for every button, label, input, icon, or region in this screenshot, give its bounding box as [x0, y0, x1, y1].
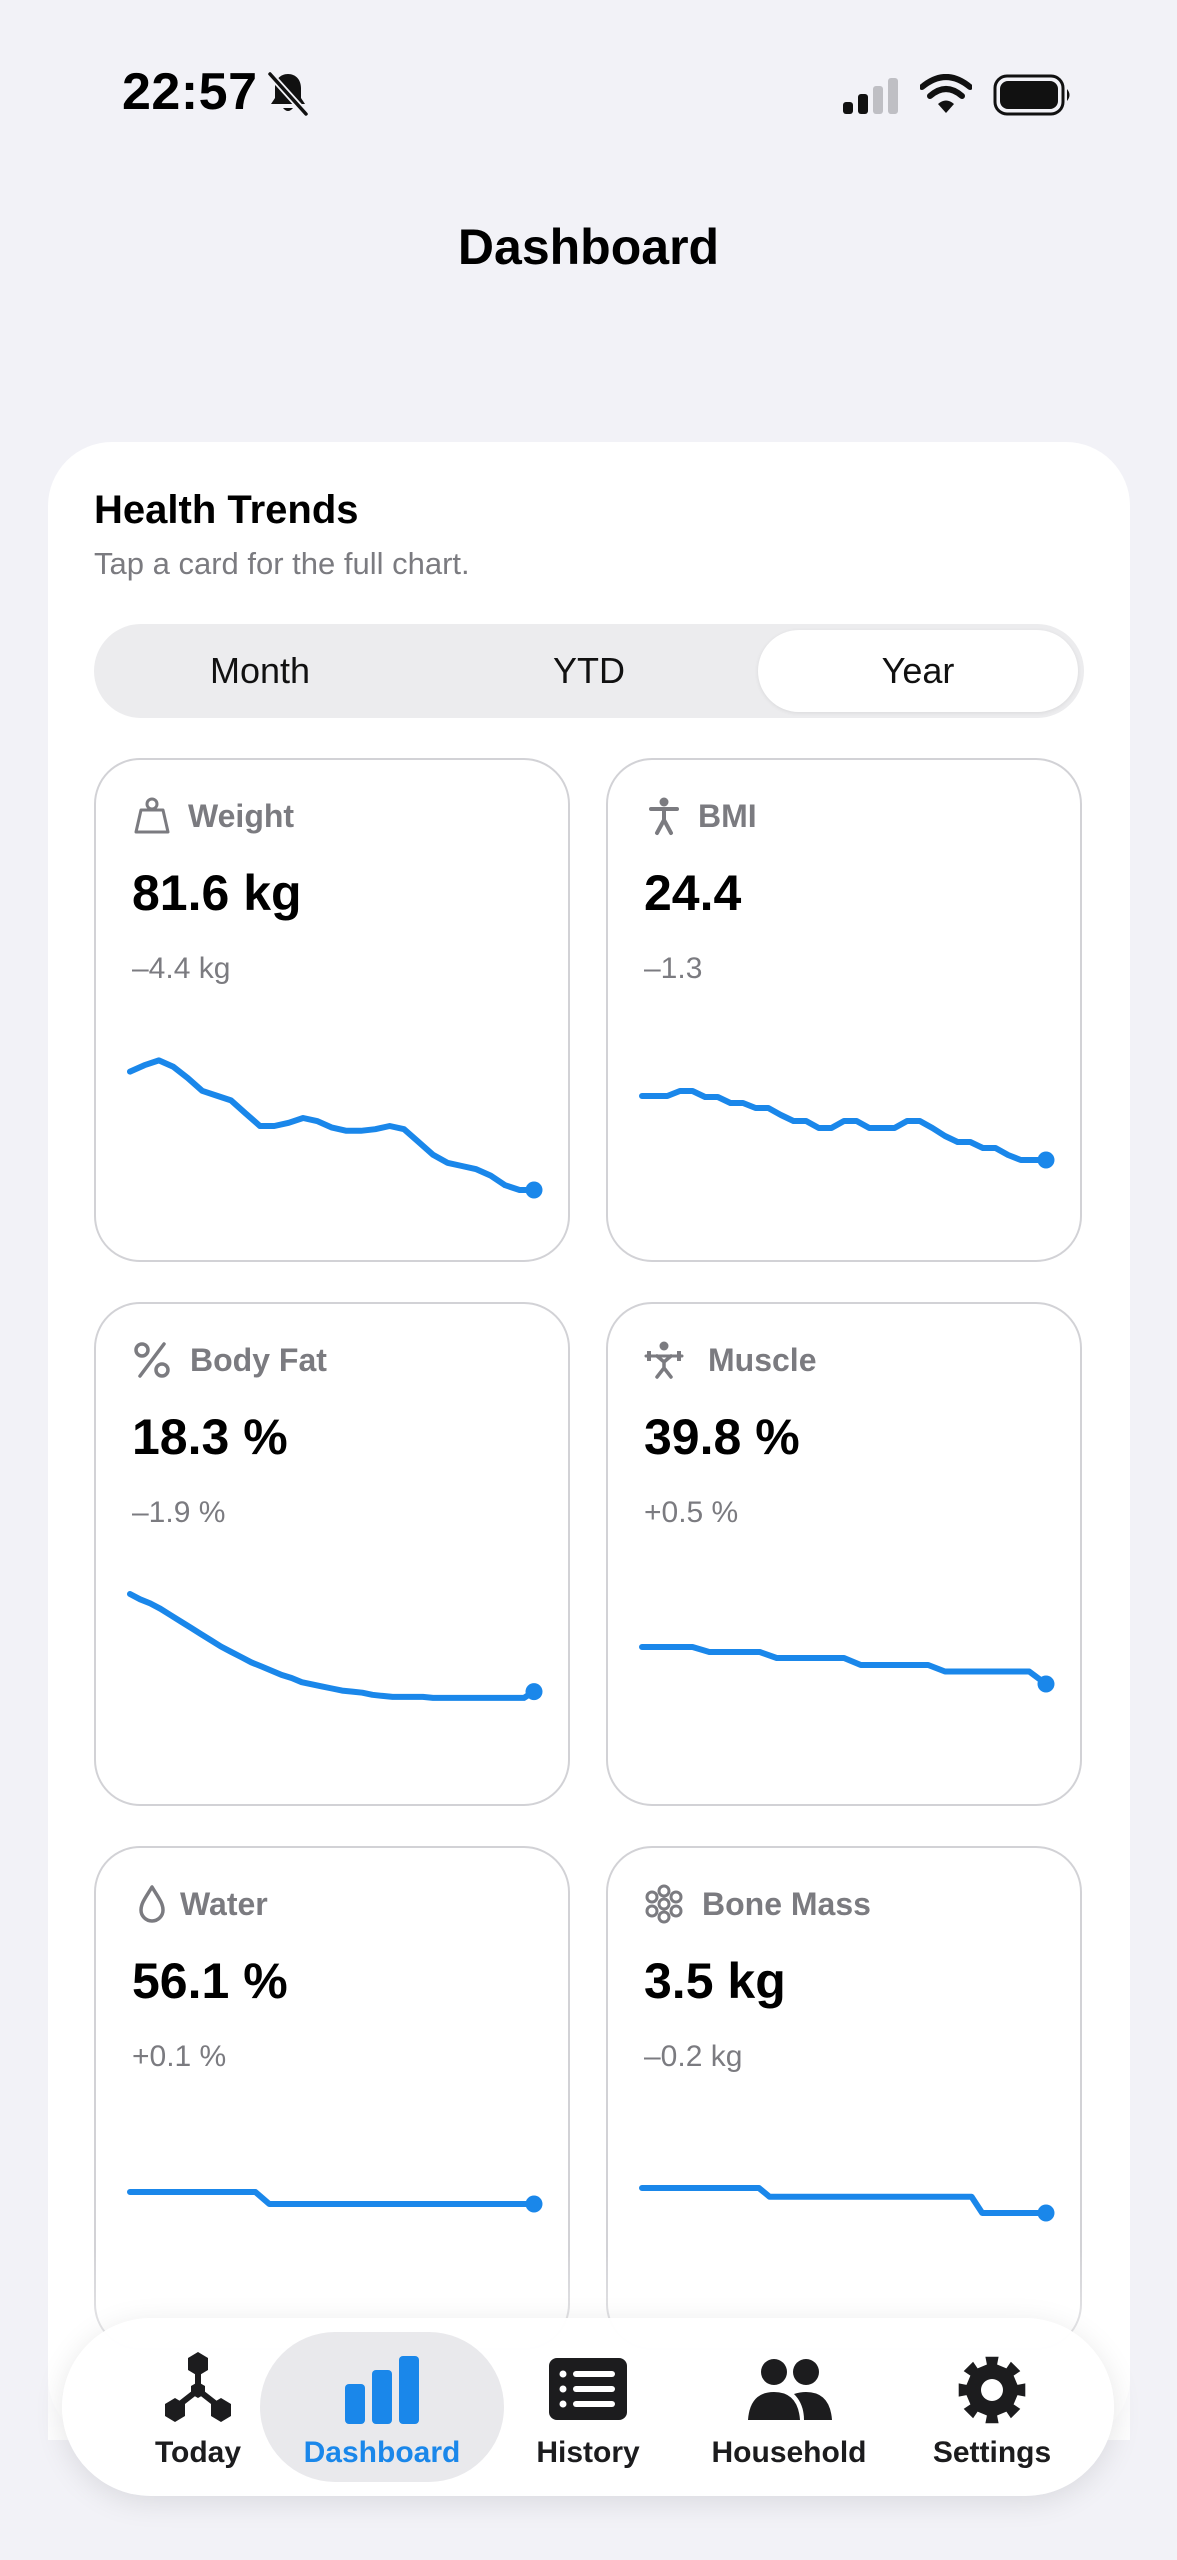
metric-card-bmi[interactable]: BMI 24.4 –1.3: [606, 758, 1082, 1262]
metric-delta: –1.9 %: [132, 1496, 226, 1529]
health-trends-title: Health Trends: [94, 488, 359, 532]
tab-label: Today: [154, 2436, 242, 2469]
trend-line: [639, 1644, 1049, 1687]
list-icon: [549, 2358, 627, 2420]
tab-label: Dashboard: [303, 2436, 461, 2469]
trend-endpoint: [525, 1683, 543, 1701]
segment-year[interactable]: Year: [758, 630, 1078, 712]
tab-settings[interactable]: Settings: [870, 2332, 1114, 2482]
bar-chart-icon: [345, 2356, 419, 2424]
metric-label: Body Fat: [190, 1342, 327, 1378]
period-segmented-control: Month YTD Year: [94, 624, 1084, 718]
status-time: 22:57: [122, 63, 258, 121]
tab-household[interactable]: Household: [667, 2332, 911, 2482]
metric-delta: –4.4 kg: [132, 952, 231, 985]
trend-sparkline: [127, 1057, 543, 1199]
metric-value: 81.6 kg: [132, 865, 302, 921]
metric-value: 18.3 %: [132, 1409, 288, 1465]
drop-icon: [139, 1885, 165, 1923]
trend-endpoint: [1037, 1675, 1055, 1693]
trend-sparkline: [639, 2185, 1055, 2222]
segment-month[interactable]: Month: [209, 650, 311, 691]
metric-value: 56.1 %: [132, 1953, 288, 2009]
bone-mass-icon: [645, 1884, 683, 1924]
metric-label: Water: [180, 1886, 268, 1922]
trend-endpoint: [525, 1181, 543, 1199]
trend-line: [639, 1088, 1049, 1163]
trend-sparkline: [127, 1591, 543, 1701]
metric-value: 39.8 %: [644, 1409, 800, 1465]
wifi-icon: [920, 74, 972, 113]
metric-delta: –1.3: [644, 952, 703, 985]
health-trends-card: Health Trends Tap a card for the full ch…: [48, 442, 1130, 2442]
metric-card-weight[interactable]: Weight 81.6 kg –4.4 kg: [94, 758, 570, 1262]
trend-line: [639, 2185, 1049, 2216]
tab-label: Settings: [932, 2436, 1052, 2469]
gear-icon: [958, 2356, 1026, 2424]
tab-label: History: [536, 2436, 640, 2469]
people-icon: [748, 2359, 832, 2420]
status-bar: 22:57: [0, 0, 1177, 190]
metric-delta: –0.2 kg: [644, 2040, 743, 2073]
tab-today[interactable]: Today: [76, 2332, 320, 2482]
tab-label: Household: [711, 2436, 867, 2469]
metric-label: Weight: [188, 798, 295, 834]
metric-delta: +0.1 %: [132, 2040, 227, 2073]
health-trends-subtitle: Tap a card for the full chart.: [94, 546, 470, 581]
molecule-icon: [165, 2352, 231, 2422]
trend-line: [127, 2189, 537, 2207]
trend-line: [127, 1057, 537, 1193]
percent-icon: [134, 1342, 170, 1378]
tab-history[interactable]: History: [466, 2332, 710, 2482]
trend-sparkline: [639, 1088, 1055, 1169]
tab-dashboard[interactable]: Dashboard: [260, 2332, 504, 2482]
trend-line: [127, 1591, 537, 1701]
trend-sparkline: [639, 1644, 1055, 1693]
metric-label: Muscle: [708, 1342, 817, 1378]
trend-endpoint: [525, 2195, 543, 2213]
metric-delta: +0.5 %: [644, 1496, 739, 1529]
metric-value: 3.5 kg: [644, 1953, 786, 2009]
trend-endpoint: [1037, 1151, 1055, 1169]
metric-value: 24.4: [644, 865, 742, 921]
battery-icon: [993, 74, 1070, 116]
tab-bar: Today Dashboard History Household: [62, 2318, 1114, 2496]
trend-sparkline: [127, 2189, 543, 2213]
metric-label: BMI: [698, 798, 757, 834]
metric-label: Bone Mass: [702, 1886, 871, 1922]
segment-ytd[interactable]: YTD: [553, 650, 625, 691]
cellular-signal-icon: [843, 78, 898, 114]
trend-endpoint: [1037, 2204, 1055, 2222]
weightlifter-icon: [644, 1341, 684, 1379]
metric-card-body-fat[interactable]: Body Fat 18.3 % –1.9 %: [94, 1302, 570, 1806]
metric-card-muscle[interactable]: Muscle 39.8 % +0.5 %: [606, 1302, 1082, 1806]
bell-slash-icon: [266, 70, 310, 118]
person-icon: [649, 797, 679, 835]
scale-icon: [134, 797, 170, 834]
page-title: Dashboard: [457, 219, 720, 275]
